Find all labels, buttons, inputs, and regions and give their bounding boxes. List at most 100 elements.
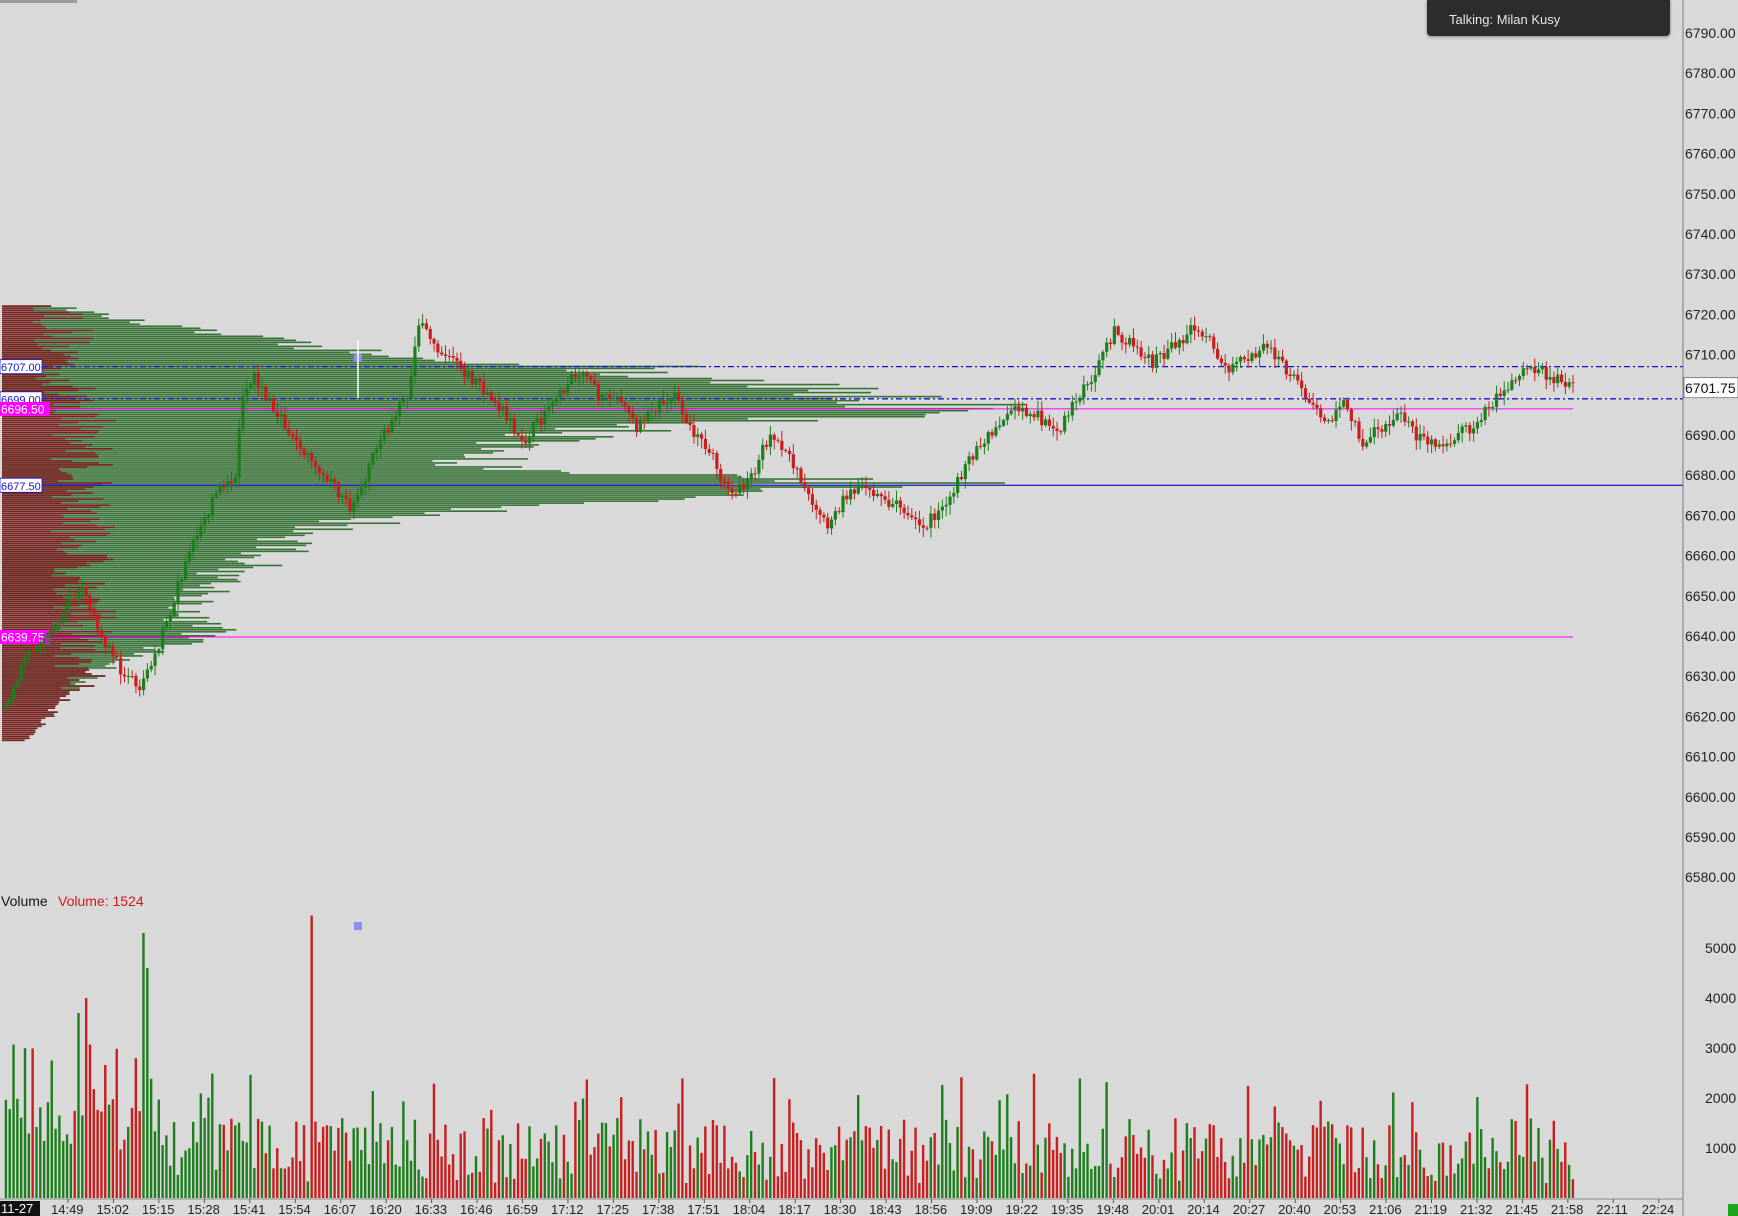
candle [1322,414,1327,424]
volume-bar [1407,1164,1410,1198]
candle-body [1231,364,1235,373]
volume-bar [100,1111,103,1198]
candle [803,473,807,492]
candle-body [302,448,306,456]
volume-bar [665,1132,669,1198]
candle-body [1288,374,1292,377]
volume-bar [1522,1156,1525,1198]
profile-row-base [2,657,80,659]
candle [306,451,310,464]
candle-body [279,414,283,418]
candle [623,401,627,413]
candle-body [214,492,218,498]
volume-bar [329,1126,332,1198]
volume-bar [757,1164,761,1198]
last-price-box [1683,377,1738,399]
volume-bar [715,1125,718,1198]
profile-row [2,349,382,352]
price-tick-label: 6790.00 [1685,25,1736,41]
profile-row-base [2,502,62,504]
volume-bar [983,1131,986,1198]
candle-body [1024,407,1029,417]
candle-body [321,473,325,476]
candle-body [77,589,81,601]
time-tick-label: 16:20 [369,1202,402,1216]
candle [745,471,750,499]
profile-row [2,415,925,418]
candle-body [650,411,654,413]
profile-row-base [2,574,53,577]
candle [749,468,753,488]
candle-body [1051,425,1055,429]
candle-body [428,328,432,339]
profile-row-base [2,554,107,557]
volume-bar [1495,1151,1498,1198]
candle [130,670,134,679]
candle [432,337,436,352]
profile-row-base [2,691,70,693]
candle-body [275,411,279,418]
profile-row-base [2,387,96,390]
volume-bar [1472,1163,1475,1198]
profile-row [2,385,748,388]
candle-body [749,473,753,479]
profile-row-base [2,516,65,519]
profile-row [2,637,189,639]
volume-bar [826,1169,829,1198]
candle [849,481,853,506]
window-edge [0,0,77,3]
time-tick-label: 21:45 [1505,1202,1538,1216]
candle-body [906,512,910,516]
candle [1089,374,1094,392]
candle [589,373,593,384]
volume-bar [1181,1150,1185,1198]
volume-bar [314,1121,317,1198]
candle [195,527,199,550]
profile-row-base [2,681,71,683]
volume-bar [1273,1106,1276,1198]
volume-bar [268,1125,271,1198]
candle-body [524,440,528,444]
candle-body [340,495,344,497]
volume-tick-label: 4000 [1705,990,1736,1006]
volume-bar [1292,1145,1296,1198]
profile-row [2,315,102,318]
candle [65,593,69,623]
volume-bar [956,1126,959,1198]
candle [894,490,899,513]
candle [638,417,643,434]
candle [914,511,918,530]
candle [447,349,451,362]
profile-row-base [2,530,51,533]
candle [1472,420,1476,442]
profile-row-base [2,337,94,340]
candle-body [963,464,967,480]
candle-body [12,686,16,700]
candle [1200,329,1204,342]
volume-bar [585,1079,589,1198]
candle-body [1319,408,1323,418]
profile-row [2,476,742,478]
volume-bar [1269,1137,1273,1198]
candle-body [516,433,520,436]
candle [478,375,482,392]
volume-bar [165,1135,168,1198]
volume-bar [1216,1156,1219,1198]
profile-row [2,630,227,633]
volume-bar [302,1125,306,1198]
candle-body [1422,433,1426,437]
candle-body [680,400,685,414]
volume-bar [348,1160,352,1198]
volume-bar [306,1181,310,1198]
volume-bar [245,1142,248,1198]
profile-row-base [2,566,78,569]
volume-bar [371,1091,375,1198]
volume-bar [642,1149,646,1198]
volume-bar [69,1143,73,1198]
volume-bar [1162,1159,1166,1198]
profile-row-base [2,315,44,318]
volume-bar [344,1132,348,1198]
profile-row [2,586,215,589]
